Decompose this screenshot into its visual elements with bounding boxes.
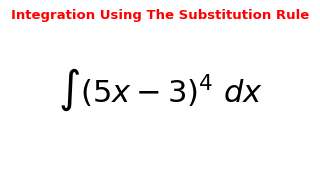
Text: $\int (5x-3)^4 \ dx$: $\int (5x-3)^4 \ dx$ xyxy=(58,67,262,113)
Text: Integration Using The Substitution Rule: Integration Using The Substitution Rule xyxy=(11,9,309,22)
